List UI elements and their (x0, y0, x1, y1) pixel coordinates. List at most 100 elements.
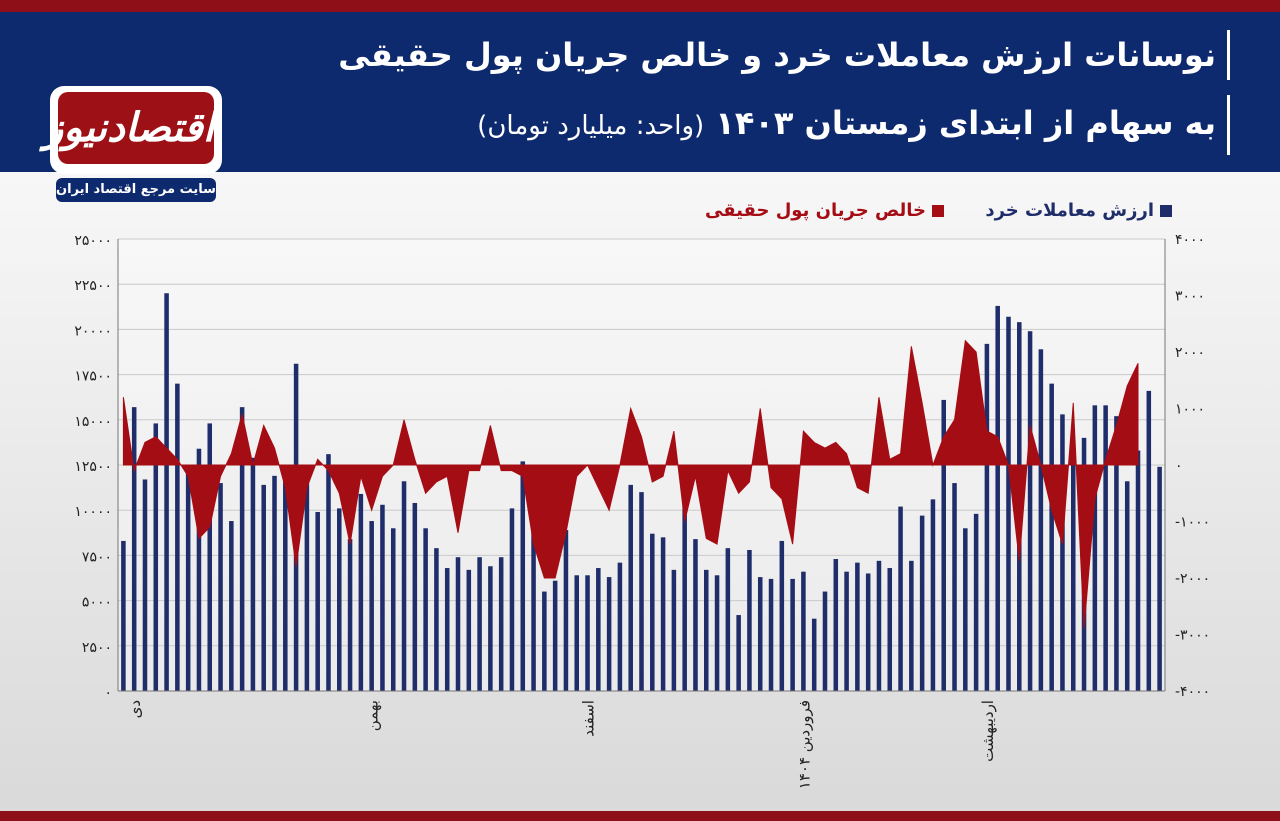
bar (304, 475, 310, 691)
legend-bars-swatch (1160, 205, 1172, 217)
chart-title-line2: به سهام از ابتدای زمستان ۱۴۰۳ (واحد: میل… (477, 104, 1216, 142)
right-tick-label: ۲۰۰۰ (1175, 345, 1205, 361)
bar (984, 343, 990, 691)
bar (1070, 439, 1076, 691)
bar (121, 540, 126, 691)
chart-title-line1: نوسانات ارزش معاملات خرد و خالص جریان پو… (338, 36, 1216, 74)
left-tick-label: ۲۵۰۰ (82, 640, 112, 656)
x-tick-label: اردیبهشت (979, 700, 997, 762)
legend-area-swatch (932, 205, 944, 217)
bar (434, 548, 439, 691)
bar (218, 483, 223, 691)
bar (380, 504, 385, 691)
left-tick-label: ۰ (104, 685, 112, 701)
bar (757, 577, 763, 691)
legend-bars-label: ارزش معاملات خرد (985, 200, 1154, 221)
right-tick-label: -۱۰۰۰ (1175, 515, 1210, 531)
bar (779, 540, 785, 691)
bar (1157, 466, 1162, 691)
chart-title-unit: (واحد: میلیارد تومان) (477, 111, 705, 141)
x-tick-label: فروردین ۱۴۰۴ (795, 700, 813, 789)
bar (175, 383, 180, 691)
left-tick-label: ۵۰۰۰ (82, 595, 112, 611)
logo: اقتصادنیوز (44, 86, 222, 174)
bar (1038, 349, 1044, 691)
bar (606, 577, 612, 691)
bar (1092, 405, 1098, 691)
bar (1114, 416, 1119, 691)
right-tick-label: ۱۰۰۰ (1175, 402, 1205, 418)
bar (369, 521, 374, 691)
bar (876, 560, 882, 691)
bar (153, 423, 159, 691)
right-tick-label: -۳۰۰۰ (1175, 628, 1210, 644)
bar (596, 568, 601, 691)
right-tick-label: -۲۰۰۰ (1175, 571, 1210, 587)
left-tick-label: ۲۲۵۰۰ (74, 278, 112, 294)
bar (822, 591, 828, 691)
bar (833, 559, 839, 691)
bar (941, 399, 946, 691)
bar (650, 533, 655, 691)
logo-text: اقتصادنیوز (44, 92, 214, 164)
legend-bars: ارزش معاملات خرد (985, 200, 1172, 226)
bar (272, 475, 277, 691)
bar (390, 528, 396, 691)
bar (844, 571, 849, 691)
bar (531, 513, 536, 691)
left-tick-label: ۱۰۰۰۰ (74, 504, 112, 520)
legend-area-label: خالص جریان پول حقیقی (704, 200, 926, 221)
bar (185, 470, 191, 691)
bar (229, 521, 234, 691)
bar (747, 549, 752, 691)
bar (552, 580, 558, 691)
bar (326, 454, 331, 691)
x-tick-label: دی (126, 700, 144, 718)
bar (585, 575, 590, 691)
bar (1135, 450, 1141, 691)
bar (1124, 481, 1130, 691)
bar (337, 508, 342, 691)
bar (1049, 383, 1054, 691)
right-tick-label: ۰ (1175, 458, 1183, 474)
bar (315, 512, 320, 691)
bar (164, 293, 169, 691)
bar (693, 539, 698, 691)
bar (498, 557, 504, 691)
bar (768, 578, 774, 691)
logo-tagline: سایت مرجع اقتصاد ایران (56, 178, 216, 202)
bar (239, 407, 245, 691)
bar (488, 566, 493, 691)
bar (617, 562, 623, 691)
legend-area: خالص جریان پول حقیقی (705, 200, 944, 226)
bar (628, 484, 633, 691)
x-tick-label: بهمن (364, 700, 382, 731)
bar (1027, 331, 1033, 691)
bar (736, 615, 741, 691)
bar (865, 573, 871, 691)
bar (909, 560, 914, 691)
left-tick-label: ۱۵۰۰۰ (74, 414, 112, 430)
bar (1060, 414, 1065, 691)
left-tick-label: ۱۷۵۰۰ (74, 369, 112, 385)
bar (347, 539, 353, 691)
left-tick-label: ۱۲۵۰۰ (74, 459, 112, 475)
bar (509, 508, 515, 691)
bar (542, 591, 547, 691)
right-tick-label: ۴۰۰۰ (1175, 232, 1205, 248)
chart-title-main: به سهام از ابتدای زمستان ۱۴۰۳ (715, 104, 1216, 142)
bar (477, 557, 482, 691)
bar (574, 575, 580, 691)
bar (131, 407, 137, 691)
top-accent-strip (0, 0, 1280, 12)
bar (283, 477, 288, 691)
bar (714, 575, 720, 691)
bar (423, 528, 428, 691)
right-tick-label: -۴۰۰۰ (1175, 684, 1210, 700)
bar (790, 578, 795, 691)
left-tick-label: ۷۵۰۰ (82, 549, 112, 565)
bar (444, 568, 450, 691)
bar (801, 571, 806, 691)
bar (671, 569, 677, 691)
